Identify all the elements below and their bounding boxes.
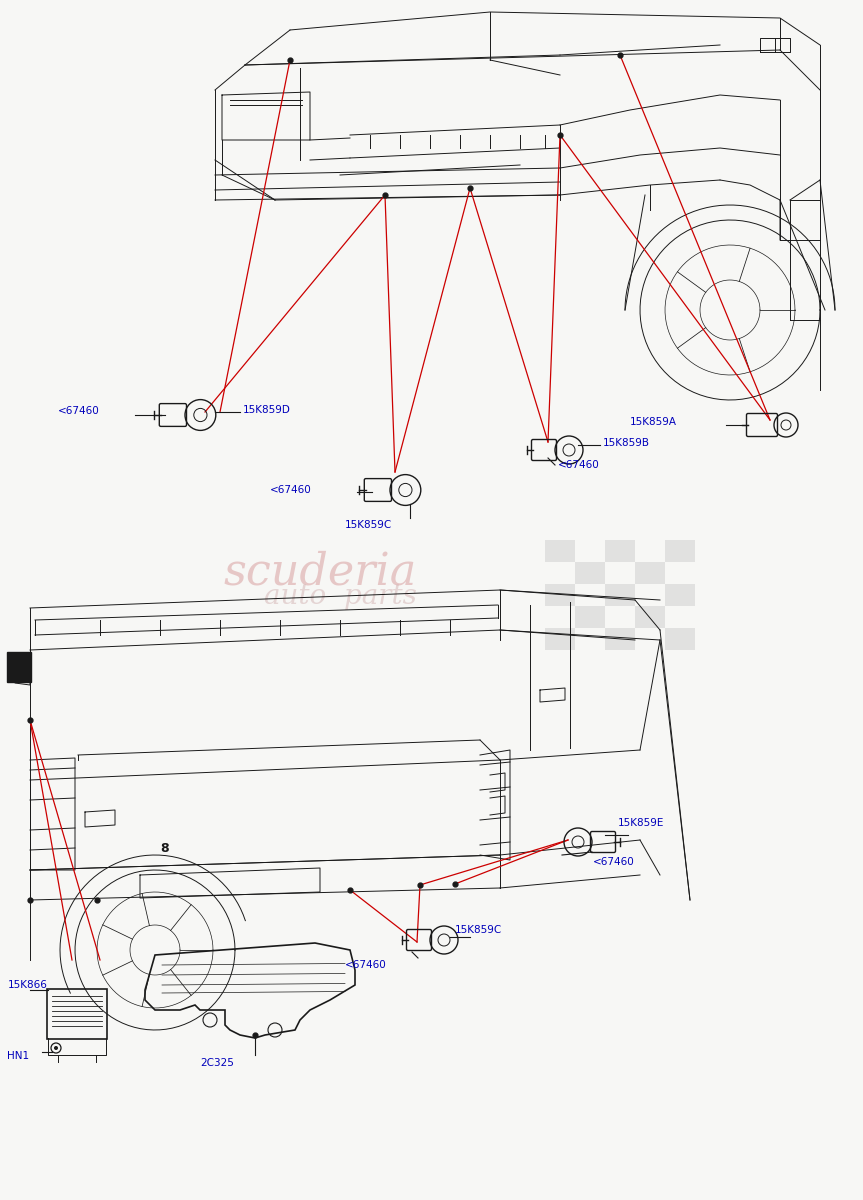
Text: <67460: <67460 bbox=[558, 460, 600, 470]
Circle shape bbox=[54, 1046, 58, 1050]
Text: <67460: <67460 bbox=[270, 485, 312, 494]
FancyBboxPatch shape bbox=[7, 652, 31, 682]
Bar bbox=[545, 540, 575, 562]
Bar bbox=[665, 540, 695, 562]
Bar bbox=[545, 628, 575, 650]
Bar bbox=[665, 628, 695, 650]
Text: <67460: <67460 bbox=[593, 857, 635, 866]
Bar bbox=[545, 584, 575, 606]
Text: auto  parts: auto parts bbox=[263, 582, 417, 610]
Bar bbox=[605, 628, 635, 650]
Bar bbox=[575, 562, 605, 584]
Text: 15K859A: 15K859A bbox=[630, 416, 677, 427]
Text: 15K859C: 15K859C bbox=[455, 925, 502, 935]
Bar bbox=[665, 584, 695, 606]
Text: 15K859C: 15K859C bbox=[344, 520, 392, 530]
Bar bbox=[635, 606, 665, 628]
Bar bbox=[605, 584, 635, 606]
Bar bbox=[605, 540, 635, 562]
Text: 15K859D: 15K859D bbox=[243, 404, 291, 415]
Text: HN1: HN1 bbox=[7, 1051, 29, 1061]
Bar bbox=[575, 606, 605, 628]
Text: 15K866: 15K866 bbox=[8, 980, 47, 990]
Text: 15K859B: 15K859B bbox=[603, 438, 650, 448]
Text: 2C325: 2C325 bbox=[200, 1058, 234, 1068]
Bar bbox=[635, 562, 665, 584]
Text: <67460: <67460 bbox=[58, 406, 100, 416]
Text: 8: 8 bbox=[161, 841, 169, 854]
Text: scuderia: scuderia bbox=[224, 551, 417, 594]
Text: <67460: <67460 bbox=[345, 960, 387, 970]
Text: 15K859E: 15K859E bbox=[618, 818, 665, 828]
